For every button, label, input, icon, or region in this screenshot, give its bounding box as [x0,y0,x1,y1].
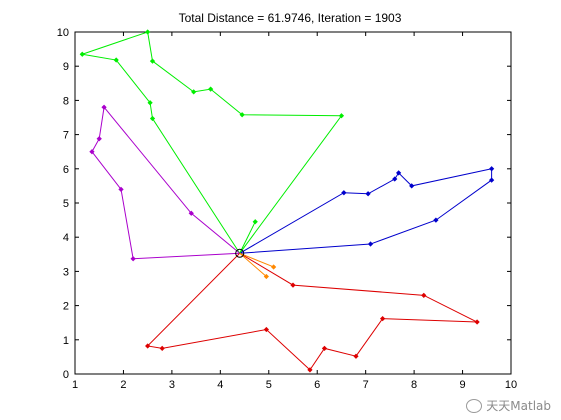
route-series [89,104,241,262]
depot-marker [235,248,245,258]
route-line [82,31,343,254]
customer-point [338,113,345,119]
customer-point [421,292,427,298]
y-tick-label: 5 [63,198,69,210]
route-series [239,219,258,254]
customer-point [488,177,495,183]
x-tick-label: 9 [459,379,465,391]
customer-point [474,319,480,325]
chart-title: Total Distance = 61.9746, Iteration = 19… [179,11,402,25]
customer-point [252,219,258,225]
customer-point [188,210,194,216]
wechat-icon [466,398,483,413]
route-series [145,252,480,373]
series-layer [79,29,495,373]
customer-point [79,51,85,57]
customer-point [101,104,107,110]
route-line [239,221,256,254]
customer-point [270,264,277,270]
y-tick-label: 4 [63,232,69,244]
watermark: 天天Matlab [466,397,551,414]
customer-point [118,186,124,192]
plot-area [74,31,512,375]
x-tick-label: 8 [411,379,417,391]
customer-point [263,273,269,280]
x-tick-label: 10 [505,379,517,391]
x-tick-label: 2 [120,379,126,391]
x-tick-label: 5 [266,379,272,391]
customer-point [488,166,495,172]
customer-point [130,256,136,262]
customer-point [379,315,386,322]
customer-point [149,58,156,64]
watermark-text: 天天Matlab [486,399,551,413]
customer-point [149,115,156,122]
x-tick-label: 1 [72,379,78,391]
customer-point [89,149,95,155]
route-series [79,29,345,254]
route-series [239,166,495,254]
customer-point [145,29,151,35]
customer-point [113,57,119,63]
y-tick-label: 7 [63,130,69,142]
route-line [146,252,478,371]
route-line [91,106,241,260]
y-tick-label: 2 [63,301,69,313]
y-tick-label: 10 [57,27,69,39]
customer-point [159,345,165,351]
customer-point [409,183,415,189]
customer-point [263,326,269,333]
customer-point [321,345,328,351]
x-tick-label: 4 [217,379,223,391]
y-tick-label: 8 [63,95,69,107]
customer-point [395,170,402,176]
y-tick-label: 1 [63,335,69,347]
x-tick-label: 6 [314,379,320,391]
customer-point [96,136,102,142]
customer-point [208,86,214,92]
customer-point [191,89,197,95]
y-tick-label: 3 [63,266,69,278]
customer-point [392,176,398,182]
customer-point [341,190,347,196]
customer-point [145,343,151,349]
y-tick-label: 0 [63,369,69,381]
x-tick-label: 7 [363,379,369,391]
customer-point [353,353,359,359]
customer-point [290,282,296,288]
customer-point [433,217,439,223]
customer-point [239,112,245,118]
customer-point [307,367,313,373]
customer-point [147,100,153,106]
y-tick-label: 9 [63,61,69,73]
x-tick-label: 3 [169,379,175,391]
y-tick-label: 6 [63,164,69,176]
depot-layer [235,248,245,258]
customer-point [367,241,374,247]
customer-point [365,191,371,197]
